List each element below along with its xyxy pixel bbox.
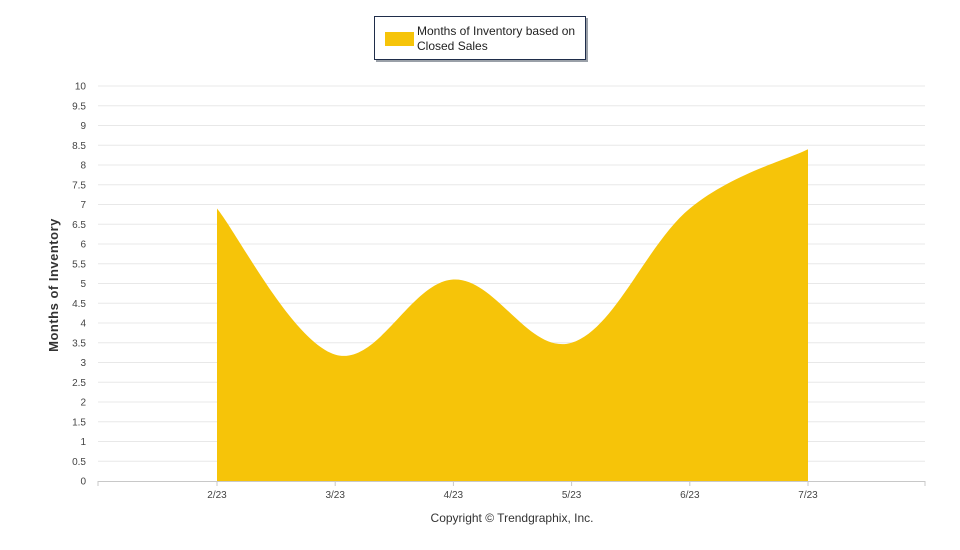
y-tick-label: 3.5 — [72, 338, 86, 349]
y-tick-label: 9.5 — [72, 101, 86, 112]
x-tick-label: 3/23 — [325, 490, 345, 501]
legend-label: Months of Inventory based on Closed Sale… — [417, 24, 576, 53]
axes — [97, 481, 926, 486]
y-tick-label: 5.5 — [72, 259, 86, 270]
area-fill — [217, 149, 808, 481]
y-tick-label: 10 — [75, 82, 87, 93]
y-tick-labels: 0 0.5 1 1.5 2 2.5 3 3.5 4 4.5 5 5.5 6 6.5 7 7.5 8 8.5 9 9.5… — [72, 82, 86, 488]
copyright-text: Copyright © Trendgraphix, Inc. — [430, 511, 594, 525]
y-tick-label: 7.5 — [72, 180, 86, 191]
legend-swatch — [385, 32, 414, 46]
x-tick-label: 2/23 — [207, 490, 227, 501]
legend: Months of Inventory based on Closed Sale… — [374, 16, 586, 60]
y-tick-label: 4 — [80, 319, 86, 330]
y-tick-label: 1.5 — [72, 417, 86, 428]
y-tick-label: 8 — [80, 161, 86, 172]
x-tick-label: 6/23 — [680, 490, 700, 501]
y-tick-label: 2 — [80, 398, 86, 409]
y-tick-label: 6 — [80, 240, 86, 251]
y-tick-label: 4.5 — [72, 299, 86, 310]
y-tick-label: 7 — [80, 200, 86, 211]
y-axis-label: Months of Inventory — [46, 218, 61, 352]
x-tick-label: 5/23 — [562, 490, 582, 501]
y-tick-label: 5 — [80, 279, 86, 290]
y-tick-label: 3 — [80, 358, 86, 369]
y-tick-label: 1 — [80, 437, 86, 448]
area-series — [217, 149, 808, 481]
x-tick-labels: 2/23 3/23 4/23 5/23 6/23 7/23 — [207, 490, 818, 501]
y-tick-label: 0 — [80, 477, 86, 488]
y-tick-label: 9 — [80, 121, 86, 132]
x-tick-label: 7/23 — [798, 490, 818, 501]
y-tick-label: 0.5 — [72, 457, 86, 468]
y-tick-label: 6.5 — [72, 220, 86, 231]
y-tick-label: 8.5 — [72, 141, 86, 152]
x-tick-label: 4/23 — [444, 490, 464, 501]
y-tick-label: 2.5 — [72, 378, 86, 389]
